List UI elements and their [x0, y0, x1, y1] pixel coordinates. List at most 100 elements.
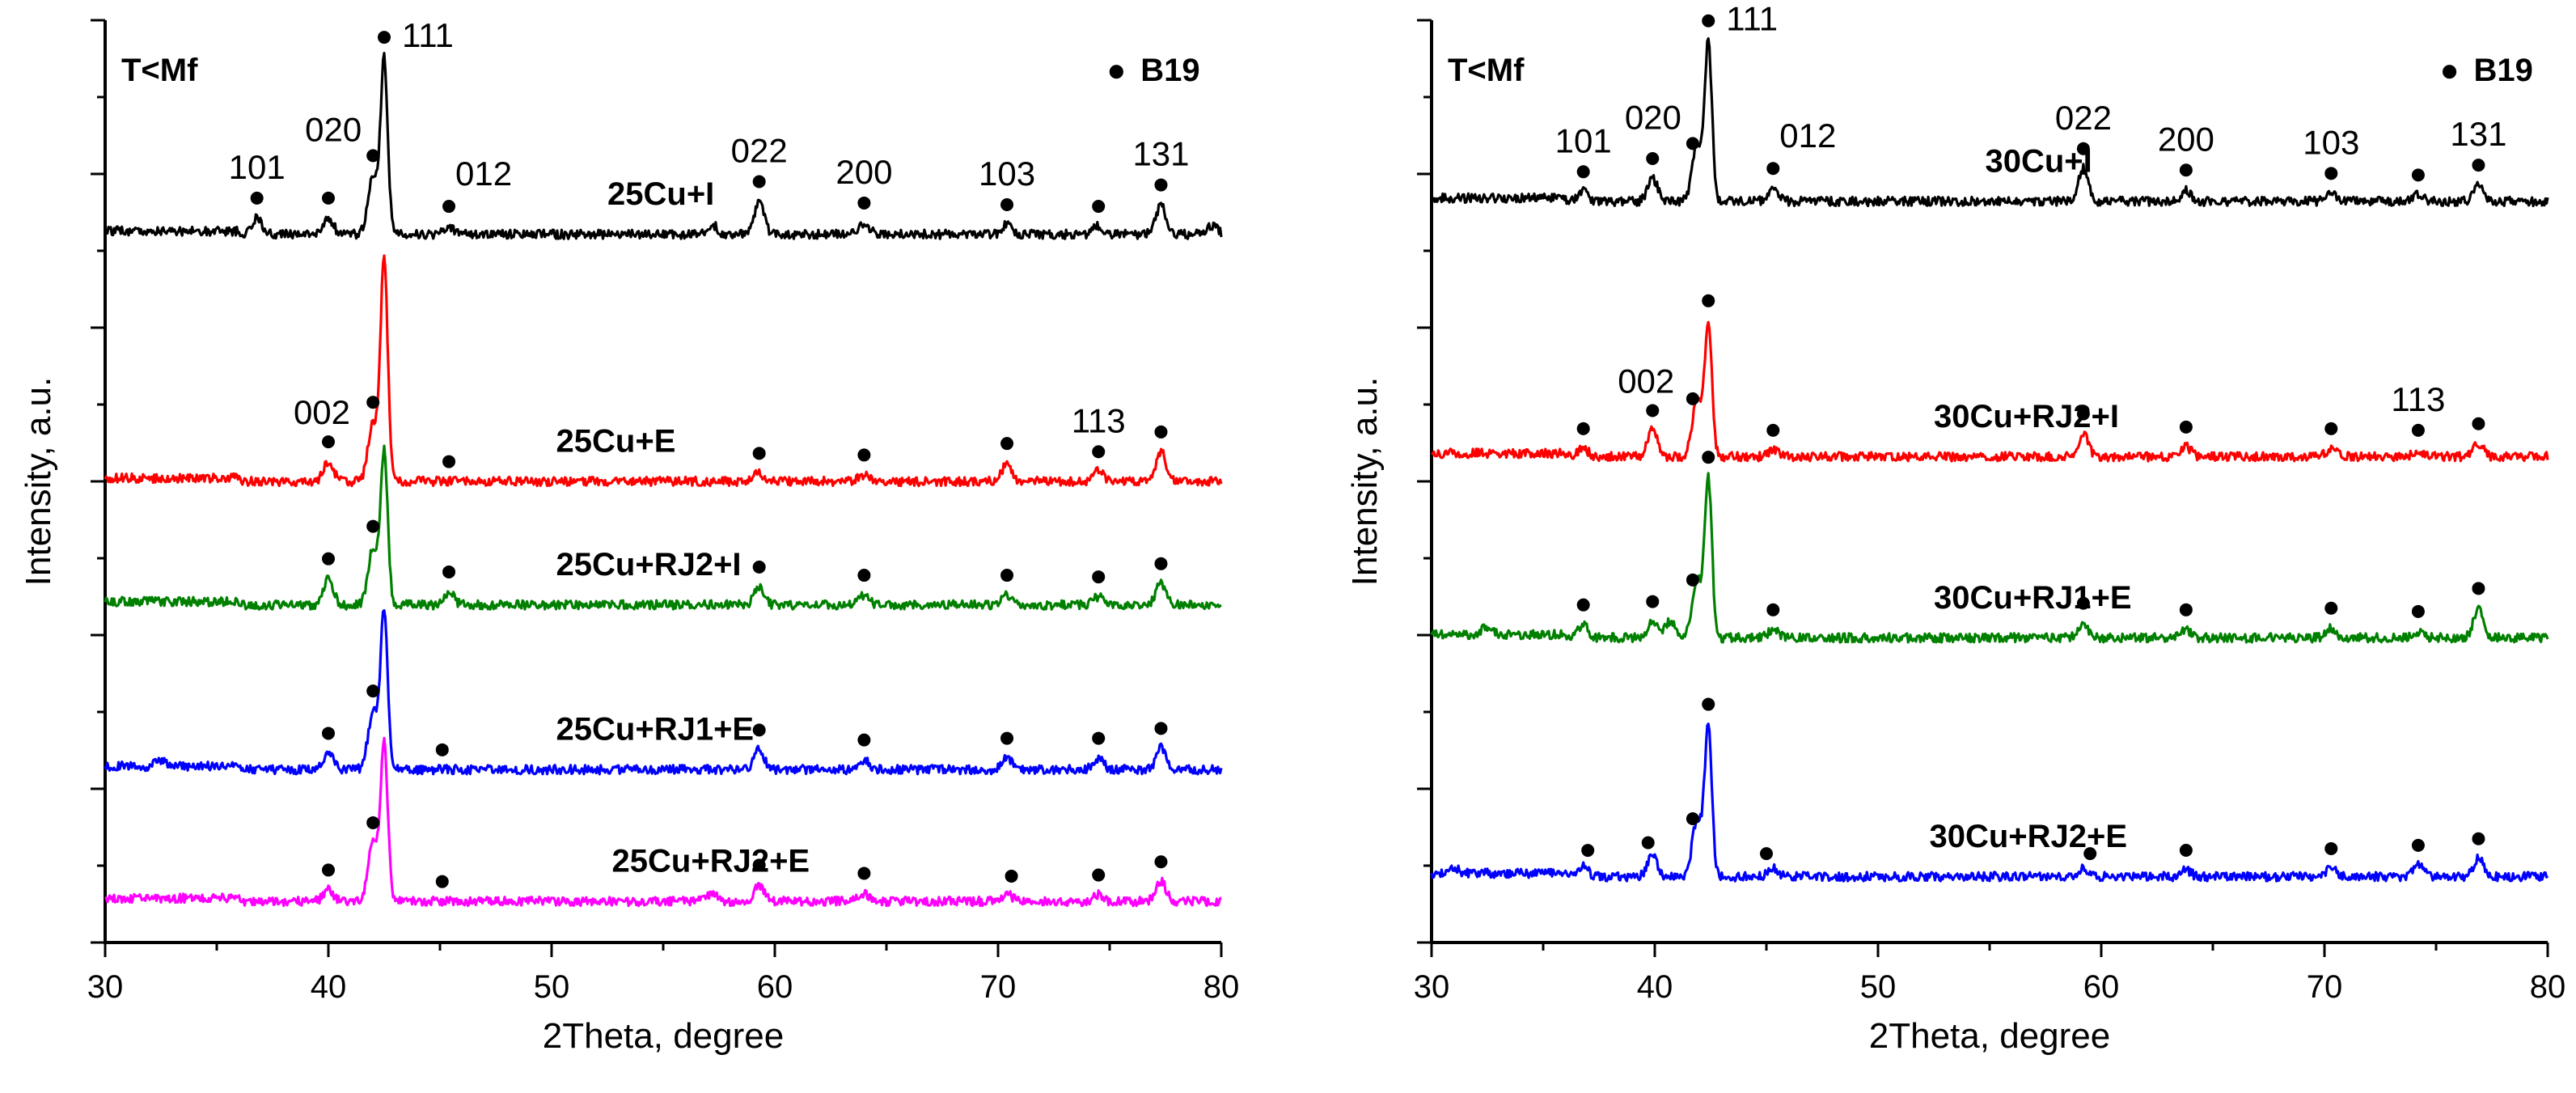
b19-dot — [322, 552, 335, 566]
b19-dot — [1686, 137, 1699, 150]
b19-dot — [1092, 200, 1106, 214]
peak-hkl-label: 131 — [1132, 135, 1189, 173]
series-line — [104, 444, 1222, 611]
b19-dot — [2076, 407, 2090, 421]
b19-dot — [322, 863, 335, 877]
b19-dot — [1702, 294, 1715, 307]
b19-dot — [1581, 844, 1595, 858]
b19-dot — [1000, 569, 1014, 583]
x-axis-title: 2Theta, degree — [543, 1016, 784, 1056]
legend-label: B19 — [1140, 53, 1199, 88]
series-line — [1430, 472, 2549, 644]
b19-dot — [366, 519, 380, 533]
series-line — [104, 254, 1223, 488]
b19-dot — [1641, 836, 1655, 849]
b19-dot — [1154, 425, 1168, 438]
b19-dot — [1576, 165, 1590, 179]
peak-hkl-label: 103 — [979, 155, 1035, 193]
x-tick-label: 60 — [2083, 969, 2120, 1005]
b19-dot — [1092, 445, 1106, 459]
b19-dot — [2324, 422, 2338, 435]
b19-dot — [1005, 869, 1018, 883]
series-line — [104, 609, 1223, 776]
b19-dot — [2324, 167, 2338, 180]
x-tick-label: 40 — [311, 969, 347, 1005]
b19-dot — [2472, 582, 2485, 595]
series-label: 30Cu+RJ2+I — [1934, 399, 2119, 434]
b19-dot — [752, 175, 766, 189]
x-tick-label: 40 — [1637, 969, 1673, 1005]
peak-hkl-label: 113 — [2391, 380, 2445, 418]
y-axis-title: Intensity, a.u. — [1345, 377, 1385, 586]
b19-dot — [1154, 178, 1168, 192]
b19-dot — [250, 191, 264, 205]
peak-hkl-label: 002 — [1618, 362, 1674, 400]
peak-hkl-label: 111 — [402, 16, 454, 54]
b19-dot — [2179, 163, 2193, 177]
b19-dot — [1092, 570, 1106, 584]
b19-dot — [1154, 557, 1168, 570]
series-25Cu+RJ2+I: 25Cu+RJ2+I — [104, 444, 1222, 611]
b19-dot — [1646, 404, 1660, 417]
b19-dot — [1766, 423, 1780, 437]
b19-dot — [857, 448, 871, 462]
peak-hkl-label: 020 — [305, 110, 362, 148]
xrd-chart-left: 30 40 50 60 70 80 2Theta, degree Intensity, a.u… — [19, 16, 1240, 1056]
peak-hkl-label: 111 — [1726, 0, 1778, 38]
b19-dot — [857, 866, 871, 880]
b19-dot — [1686, 392, 1699, 405]
b19-dot — [1646, 152, 1660, 165]
b19-dot — [366, 816, 380, 829]
b19-dot — [435, 743, 449, 756]
b19-dot — [2076, 596, 2090, 610]
b19-dot — [1686, 811, 1699, 825]
series-label: 25Cu+I — [607, 176, 714, 212]
b19-dot — [1576, 598, 1590, 612]
series-label: 25Cu+RJ2+I — [556, 547, 742, 583]
xrd-chart-right: 30 40 50 60 70 80 2Theta, degree Intensity, a.u… — [1345, 0, 2565, 1056]
x-axis-title: 2Theta, degree — [1869, 1016, 2110, 1056]
b19-dot — [1766, 603, 1780, 616]
series-line — [1430, 37, 2549, 208]
b19-dot — [1702, 14, 1715, 28]
peak-hkl-label: 022 — [731, 132, 788, 170]
y-axis-title: Intensity, a.u. — [19, 377, 58, 586]
x-tick-label: 60 — [757, 969, 793, 1005]
x-tick-label: 50 — [1860, 969, 1897, 1005]
series-line — [1431, 320, 2549, 463]
peak-hkl-label: 131 — [2450, 115, 2506, 153]
x-tick-label: 30 — [1414, 969, 1450, 1005]
b19-dot — [1576, 422, 1590, 435]
b19-dot — [857, 196, 871, 210]
series-25Cu+I: 101 103 111 131 200 020 012 022 25Cu+I — [104, 16, 1223, 240]
peak-hkl-label: 101 — [229, 148, 286, 186]
b19-dot — [1766, 162, 1780, 176]
series-30Cu+RJ2+I: 113 002 30Cu+RJ2+I — [1431, 294, 2549, 463]
b19-dot — [752, 447, 766, 460]
legend-marker: ● — [2439, 53, 2459, 88]
peak-hkl-label: 101 — [1555, 121, 1612, 159]
peak-hkl-label: 200 — [835, 153, 892, 191]
b19-dot — [442, 565, 456, 578]
b19-dot — [1092, 731, 1106, 745]
condition-label: T<Mf — [121, 53, 198, 88]
x-tick-label: 80 — [1203, 969, 1240, 1005]
b19-dot — [2083, 847, 2097, 861]
series-label: 25Cu+RJ1+E — [556, 712, 755, 748]
chart-panel-right: 30 40 50 60 70 80 2Theta, degree Intensity, a.u… — [1326, 0, 2576, 1093]
b19-dot — [1000, 731, 1014, 745]
b19-dot — [1702, 697, 1715, 711]
peak-hkl-label: 200 — [2158, 120, 2214, 158]
b19-dot — [752, 560, 766, 574]
b19-dot — [366, 684, 380, 698]
peak-hkl-label: 103 — [2303, 123, 2359, 161]
b19-dot — [2472, 159, 2485, 172]
b19-dot — [435, 875, 449, 888]
series-25Cu+RJ1+E: 25Cu+RJ1+E — [104, 609, 1223, 776]
peak-hkl-label: 022 — [2055, 99, 2112, 137]
series-line — [104, 51, 1223, 240]
peak-hkl-label: 020 — [1625, 98, 1681, 136]
series-label: 30Cu+I — [1985, 143, 2092, 179]
condition-label: T<Mf — [1448, 53, 1525, 88]
series-label: 30Cu+RJ1+E — [1934, 580, 2132, 616]
